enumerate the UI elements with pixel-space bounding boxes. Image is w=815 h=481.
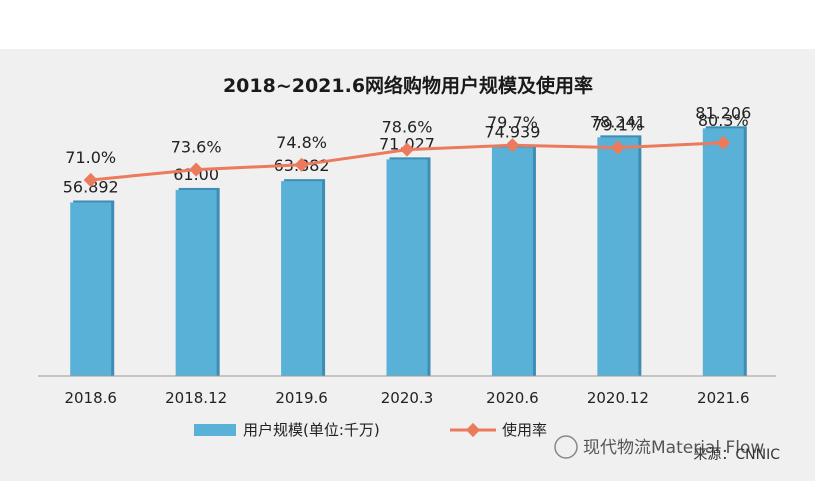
line-point: [610, 140, 625, 155]
line-value-label: 73.6%: [171, 138, 222, 157]
x-tick-label: 2019.6: [275, 389, 328, 407]
line-value-label: 79.1%: [592, 116, 643, 135]
bar-value-label: 78.241: [590, 112, 646, 131]
x-tick-label: 2020.6: [486, 389, 539, 407]
line-point: [294, 157, 309, 172]
wechat-icon: [554, 435, 578, 459]
bar-value-label: 74.939: [484, 122, 540, 141]
x-tick-label: 2020.12: [587, 389, 649, 407]
bar: [491, 147, 533, 376]
bar-value-label: 81.206: [695, 103, 751, 122]
x-tick-label: 2020.3: [381, 389, 434, 407]
line-value-label: 74.8%: [276, 133, 327, 152]
legend: 用户规模(单位:千万) 使用率: [194, 421, 547, 439]
legend-line-marker: [465, 422, 481, 438]
legend-bar-label: 用户规模(单位:千万): [243, 421, 380, 439]
source-note: 来源：CNNIC: [693, 447, 780, 463]
line-point: [505, 138, 520, 153]
bar: [386, 159, 428, 376]
legend-line-label: 使用率: [502, 421, 547, 439]
line-value-label: 80.3%: [698, 111, 749, 130]
line-value-label: 78.6%: [382, 118, 433, 137]
bar: [702, 128, 744, 376]
chart-title: 2018~2021.6网络购物用户规模及使用率: [223, 74, 593, 97]
x-tick-label: 2018.6: [64, 389, 117, 407]
bar: [597, 137, 639, 376]
x-tick-label: 2021.6: [697, 389, 750, 407]
line-value-label: 79.7%: [487, 113, 538, 132]
legend-bar-swatch: [194, 424, 236, 436]
watermark-text: 现代物流Material Flow: [583, 438, 764, 458]
line-point: [399, 142, 415, 157]
bar: [175, 189, 217, 376]
bar: [281, 181, 323, 376]
x-tick-label: 2018.12: [165, 389, 227, 407]
bar: [70, 202, 112, 376]
line-point: [716, 135, 731, 150]
line-value-label: 71.0%: [65, 148, 116, 167]
watermark: 现代物流Material Flow: [554, 435, 764, 459]
line-point: [189, 162, 204, 177]
